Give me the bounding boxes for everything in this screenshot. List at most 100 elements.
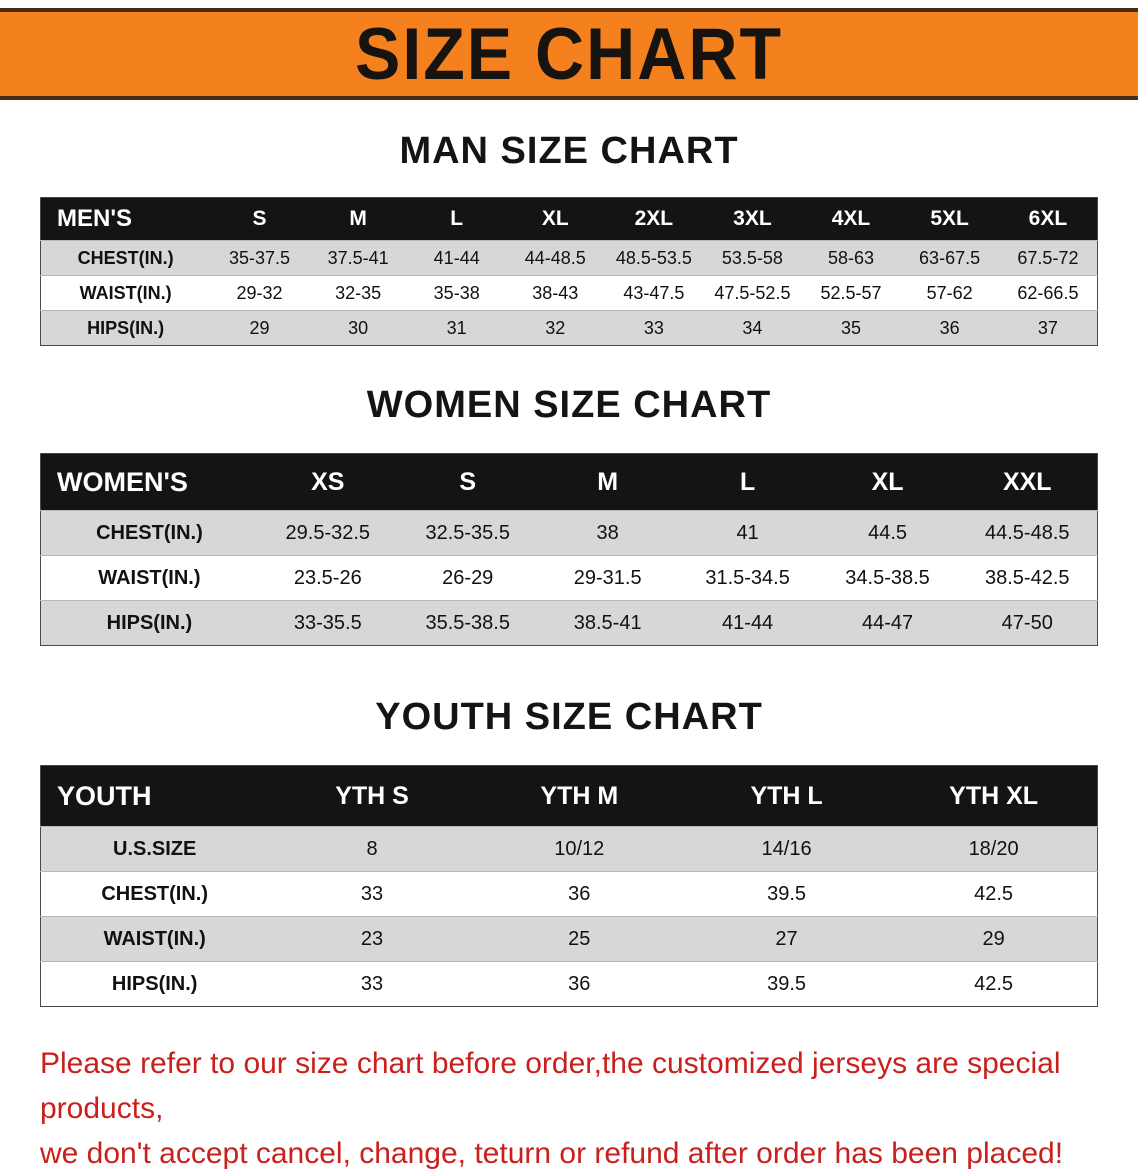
table-header-row: YOUTH YTH S YTH M YTH L YTH XL <box>40 765 1098 827</box>
table-cell: 37 <box>998 310 1098 346</box>
row-label: U.S.SIZE <box>40 826 269 872</box>
table-cell: 53.5-58 <box>703 240 802 276</box>
table-cell: 34.5-38.5 <box>817 555 958 601</box>
table-cell: 39.5 <box>682 871 891 917</box>
disclaimer-line-2: we don't accept cancel, change, teturn o… <box>40 1137 1064 1170</box>
row-label: WAIST(IN.) <box>40 916 269 962</box>
table-title-cell: MEN'S <box>40 197 211 241</box>
section-men: MAN SIZE CHART MEN'S S M L XL 2XL 3XL 4XL 5XL 6XL… <box>0 130 1138 346</box>
table-cell: 41 <box>677 510 818 556</box>
table-cell: 41-44 <box>407 240 506 276</box>
column-header: XL <box>505 197 605 241</box>
table-cell: 48.5-53.5 <box>604 240 704 276</box>
men-size-table: MEN'S S M L XL 2XL 3XL 4XL 5XL 6XL CHEST(IN.) 35-37… <box>40 197 1098 346</box>
women-size-table: WOMEN'S XS S M L XL XXL CHEST(IN.) 29.5-32.5 32.5… <box>40 453 1098 646</box>
table-cell: 67.5-72 <box>998 240 1098 276</box>
table-cell: 47.5-52.5 <box>703 275 802 311</box>
table-cell: 25 <box>475 916 683 962</box>
table-cell: 36 <box>475 961 683 1007</box>
table-cell: 35-38 <box>407 275 506 311</box>
table-cell: 47-50 <box>957 600 1098 646</box>
table-header-row: MEN'S S M L XL 2XL 3XL 4XL 5XL 6XL <box>40 197 1098 241</box>
table-cell: 52.5-57 <box>801 275 901 311</box>
table-cell: 35-37.5 <box>210 240 309 276</box>
column-header: L <box>407 197 506 241</box>
column-header: 3XL <box>703 197 802 241</box>
women-section-heading: WOMEN SIZE CHART <box>366 384 772 426</box>
table-cell: 30 <box>308 310 408 346</box>
table-cell: 33-35.5 <box>257 600 398 646</box>
column-header: M <box>537 453 678 511</box>
table-row: HIPS(IN.) 33-35.5 35.5-38.5 38.5-41 41-44 44-… <box>40 600 1098 646</box>
table-cell: 29 <box>210 310 309 346</box>
column-header: YTH XL <box>890 765 1098 827</box>
row-label: HIPS(IN.) <box>40 600 258 646</box>
table-cell: 27 <box>682 916 891 962</box>
table-cell: 33 <box>604 310 704 346</box>
column-header: M <box>308 197 408 241</box>
disclaimer: Please refer to our size chart before or… <box>40 1041 1108 1176</box>
row-label: WAIST(IN.) <box>40 555 258 601</box>
table-cell: 29-32 <box>210 275 309 311</box>
banner: SIZE CHART <box>0 8 1138 100</box>
column-header: YTH L <box>682 765 891 827</box>
column-header: 2XL <box>604 197 704 241</box>
table-cell: 32 <box>505 310 605 346</box>
table-cell: 29 <box>890 916 1098 962</box>
table-cell: 31 <box>407 310 506 346</box>
table-cell: 38.5-42.5 <box>957 555 1098 601</box>
column-header: 5XL <box>900 197 999 241</box>
table-cell: 62-66.5 <box>998 275 1098 311</box>
table-title-cell: WOMEN'S <box>40 453 258 511</box>
table-cell: 39.5 <box>682 961 891 1007</box>
column-header: XXL <box>957 453 1098 511</box>
section-youth: YOUTH SIZE CHART YOUTH YTH S YTH M YTH L YTH… <box>0 696 1138 1007</box>
table-cell: 8 <box>268 826 476 872</box>
table-cell: 36 <box>900 310 999 346</box>
table-cell: 35 <box>801 310 901 346</box>
table-cell: 57-62 <box>900 275 999 311</box>
table-row: CHEST(IN.) 35-37.5 37.5-41 41-44 44-48.5 48.5… <box>40 240 1098 276</box>
table-header-row: WOMEN'S XS S M L XL XXL <box>40 453 1098 511</box>
table-row: WAIST(IN.) 29-32 32-35 35-38 38-43 43-47.5 47.… <box>40 275 1098 311</box>
table-row: HIPS(IN.) 29 30 31 32 33 34 35 36 37 <box>40 310 1098 346</box>
table-cell: 44.5-48.5 <box>957 510 1098 556</box>
page-title: SIZE CHART <box>355 12 783 96</box>
column-header: 4XL <box>801 197 901 241</box>
table-cell: 44-47 <box>817 600 958 646</box>
table-row: CHEST(IN.) 33 36 39.5 42.5 <box>40 871 1098 917</box>
table-cell: 38.5-41 <box>537 600 678 646</box>
table-row: WAIST(IN.) 23.5-26 26-29 29-31.5 31.5-34.5 34… <box>40 555 1098 601</box>
table-row: CHEST(IN.) 29.5-32.5 32.5-35.5 38 41 44.5 44.5… <box>40 510 1098 556</box>
table-row: U.S.SIZE 8 10/12 14/16 18/20 <box>40 826 1098 872</box>
table-row: HIPS(IN.) 33 36 39.5 42.5 <box>40 961 1098 1007</box>
table-cell: 31.5-34.5 <box>677 555 818 601</box>
table-cell: 10/12 <box>475 826 683 872</box>
table-cell: 41-44 <box>677 600 818 646</box>
table-cell: 42.5 <box>890 871 1098 917</box>
table-cell: 44-48.5 <box>505 240 605 276</box>
column-header: YTH M <box>475 765 683 827</box>
table-cell: 36 <box>475 871 683 917</box>
row-label: CHEST(IN.) <box>40 510 258 556</box>
column-header: YTH S <box>268 765 476 827</box>
row-label: CHEST(IN.) <box>40 871 269 917</box>
table-cell: 14/16 <box>682 826 891 872</box>
table-cell: 26-29 <box>397 555 538 601</box>
table-cell: 23 <box>268 916 476 962</box>
table-cell: 58-63 <box>801 240 901 276</box>
column-header: L <box>677 453 818 511</box>
youth-section-heading: YOUTH SIZE CHART <box>375 696 763 738</box>
table-cell: 29-31.5 <box>537 555 678 601</box>
table-cell: 38 <box>537 510 678 556</box>
row-label: CHEST(IN.) <box>40 240 211 276</box>
table-cell: 32-35 <box>308 275 408 311</box>
youth-size-table: YOUTH YTH S YTH M YTH L YTH XL U.S.SIZE 8 10/12… <box>40 765 1098 1007</box>
men-section-heading: MAN SIZE CHART <box>399 130 739 172</box>
table-cell: 29.5-32.5 <box>257 510 398 556</box>
column-header: S <box>210 197 309 241</box>
column-header: XL <box>817 453 958 511</box>
row-label: HIPS(IN.) <box>40 961 269 1007</box>
table-cell: 63-67.5 <box>900 240 999 276</box>
table-cell: 38-43 <box>505 275 605 311</box>
